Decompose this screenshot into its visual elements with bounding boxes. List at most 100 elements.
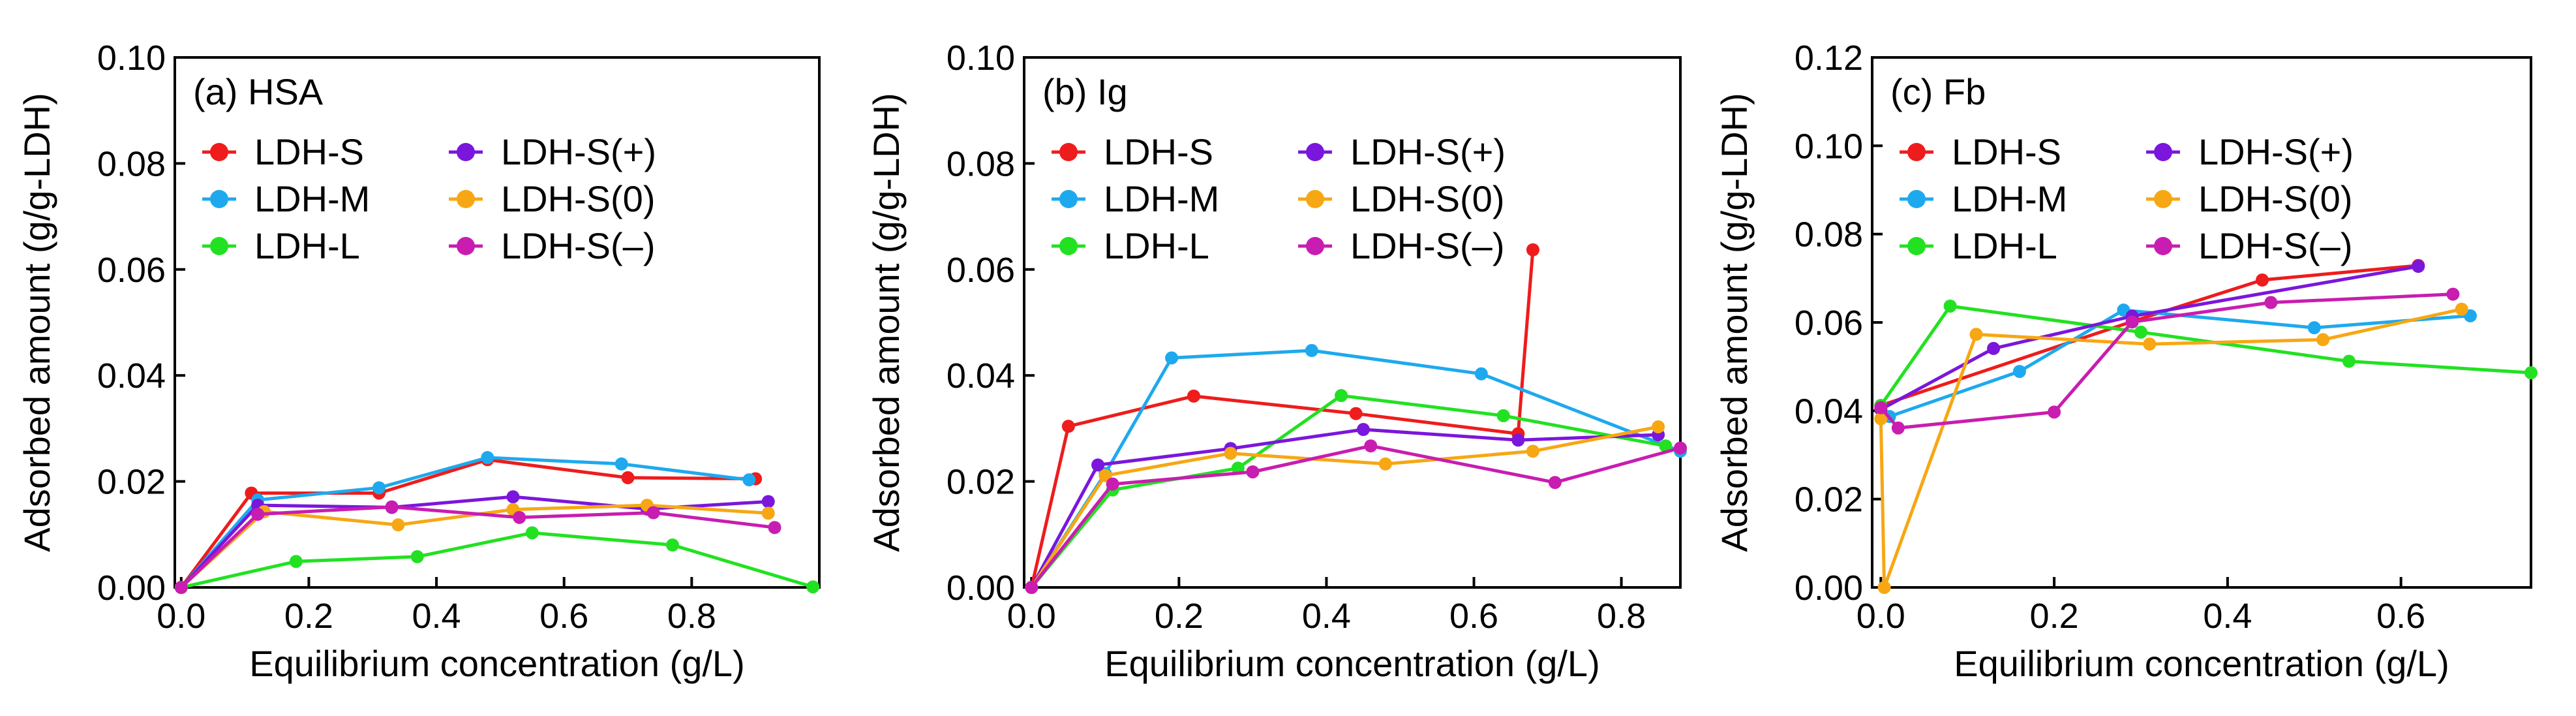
series-line-ldh-s-minus — [180, 505, 775, 589]
x-tick-label: 0.6 — [2376, 597, 2425, 636]
panel-b: 0.0 0.2 0.4 0.6 0.8 0.00 0.02 0.04 0.06 0.08 0.10 E… — [866, 39, 1687, 684]
y-axis-label: Adsorbed amount (g/g-LDH) — [1714, 93, 1755, 552]
legend-label: LDH-L — [1952, 225, 2057, 266]
series-ldh-m — [174, 451, 756, 594]
legend-item-ldh-s-zero: LDH-S(0) — [2146, 178, 2352, 219]
legend-label: LDH-S(–) — [501, 225, 655, 266]
series-line-ldh-s-zero — [1879, 307, 2462, 589]
y-tick-label: 0.02 — [947, 463, 1015, 502]
series-line-ldh-s — [1029, 249, 1535, 588]
data-point-ldh-s — [1349, 407, 1363, 420]
y-tick-label: 0.08 — [947, 144, 1015, 183]
series-ldh-s — [174, 453, 763, 594]
data-point-ldh-s-minus — [1025, 581, 1038, 594]
legend-label: LDH-M — [1104, 178, 1219, 219]
data-point-ldh-m — [2012, 365, 2026, 379]
data-point-ldh-s-minus — [646, 506, 660, 520]
legend-swatch-marker — [1907, 143, 1926, 161]
x-tick-label: 0.4 — [412, 597, 461, 636]
legend-label: LDH-S(0) — [501, 178, 655, 219]
legend-swatch-marker — [1059, 237, 1078, 255]
legend-label: LDH-M — [1952, 178, 2067, 219]
y-axis-label: Adsorbed amount (g/g-LDH) — [866, 93, 907, 552]
data-point-ldh-s-minus — [1246, 465, 1260, 478]
y-tick-label: 0.00 — [1795, 568, 1863, 608]
data-point-ldh-l — [1943, 299, 1957, 313]
panel-a: 0.0 0.2 0.4 0.6 0.8 0.00 0.02 0.04 0.06 0.08 0.10 E… — [16, 39, 821, 684]
series-ldh-s — [1025, 243, 1539, 594]
series-line-ldh-s-minus — [1030, 444, 1681, 589]
data-point-ldh-m — [742, 473, 756, 487]
panel-label: (b) Ig — [1042, 71, 1128, 112]
data-point-ldh-l — [1659, 439, 1673, 453]
x-axis-label: Equilibrium concentration (g/L) — [1954, 643, 2449, 684]
data-point-ldh-s-plus — [1091, 458, 1105, 472]
data-point-ldh-s-minus — [385, 500, 399, 514]
data-point-ldh-s — [2256, 273, 2269, 287]
legend-label: LDH-S(–) — [1350, 225, 1504, 266]
x-tick-label: 0.6 — [539, 597, 588, 636]
series-ldh-s-minus — [1874, 287, 2460, 435]
data-point-ldh-l — [410, 550, 424, 563]
legend-swatch-marker — [1059, 143, 1078, 161]
data-point-ldh-l — [525, 526, 539, 540]
data-point-ldh-s-zero — [391, 518, 405, 532]
legend-swatch-marker — [2154, 190, 2172, 208]
series-line-ldh-m — [1030, 349, 1681, 589]
panel-label: (c) Fb — [1890, 71, 1986, 112]
x-tick-label: 0.0 — [157, 597, 205, 636]
legend-label: LDH-L — [254, 225, 360, 266]
data-point-ldh-l — [806, 580, 820, 594]
y-tick-label: 0.06 — [97, 251, 166, 290]
data-point-ldh-s-zero — [1652, 420, 1665, 433]
legend-swatch-marker — [210, 237, 228, 255]
y-tick-label: 0.02 — [97, 463, 166, 502]
data-point-ldh-m — [1305, 344, 1318, 358]
legend-label: LDH-S(–) — [2198, 225, 2352, 266]
legend-swatch-marker — [1306, 143, 1324, 161]
legend-swatch-marker — [457, 190, 475, 208]
series-ldh-m — [1025, 344, 1687, 594]
legend-swatch-marker — [1306, 190, 1324, 208]
data-point-ldh-s-zero — [761, 506, 775, 520]
data-point-ldh-s-zero — [1969, 328, 1983, 341]
data-point-ldh-s-minus — [2048, 405, 2061, 419]
legend-item-ldh-l: LDH-L — [202, 225, 360, 266]
data-point-ldh-l — [1335, 389, 1348, 403]
data-point-ldh-s-zero — [1224, 446, 1237, 460]
y-tick-label: 0.10 — [947, 39, 1015, 78]
data-point-ldh-m — [2307, 321, 2321, 335]
data-point-ldh-s-plus — [761, 495, 775, 508]
x-tick-label: 0.4 — [2203, 597, 2252, 636]
data-point-ldh-l — [666, 538, 680, 552]
data-point-ldh-s-minus — [1891, 421, 1905, 435]
y-tick-label: 0.00 — [947, 568, 1015, 608]
legend-swatch-marker — [2154, 143, 2172, 161]
data-point-ldh-m — [481, 451, 494, 465]
data-point-ldh-l — [2342, 354, 2356, 368]
x-tick-label: 0.6 — [1449, 597, 1498, 636]
data-point-ldh-s-minus — [2125, 315, 2139, 329]
data-point-ldh-s-minus — [1548, 476, 1562, 490]
series-line-ldh-s-plus — [1880, 264, 2419, 411]
legend-item-ldh-s-plus: LDH-S(+) — [1298, 131, 1506, 172]
series-line-ldh-s — [179, 458, 756, 589]
series-ldh-l — [1025, 389, 1673, 594]
x-tick-label: 0.0 — [1007, 597, 1056, 636]
plot-frame — [1023, 56, 1682, 589]
legend-label: LDH-S(0) — [2198, 178, 2352, 219]
legend-item-ldh-s: LDH-S — [1052, 131, 1213, 172]
legend-item-ldh-l: LDH-L — [1900, 225, 2057, 266]
data-point-ldh-s-zero — [1526, 444, 1539, 458]
legend-swatch-marker — [1907, 237, 1926, 255]
legend-swatch-marker — [1059, 190, 1078, 208]
data-point-ldh-s-minus — [174, 581, 188, 594]
plot-frame — [174, 56, 821, 589]
data-point-ldh-s-minus — [768, 521, 781, 535]
data-point-ldh-m — [1165, 351, 1179, 365]
y-tick-label: 0.06 — [1795, 304, 1863, 343]
legend-swatch-marker — [1907, 190, 1926, 208]
data-point-ldh-s-minus — [1874, 401, 1888, 414]
data-point-ldh-s-minus — [2264, 296, 2278, 309]
legend-item-ldh-s-minus: LDH-S(–) — [2146, 225, 2352, 266]
